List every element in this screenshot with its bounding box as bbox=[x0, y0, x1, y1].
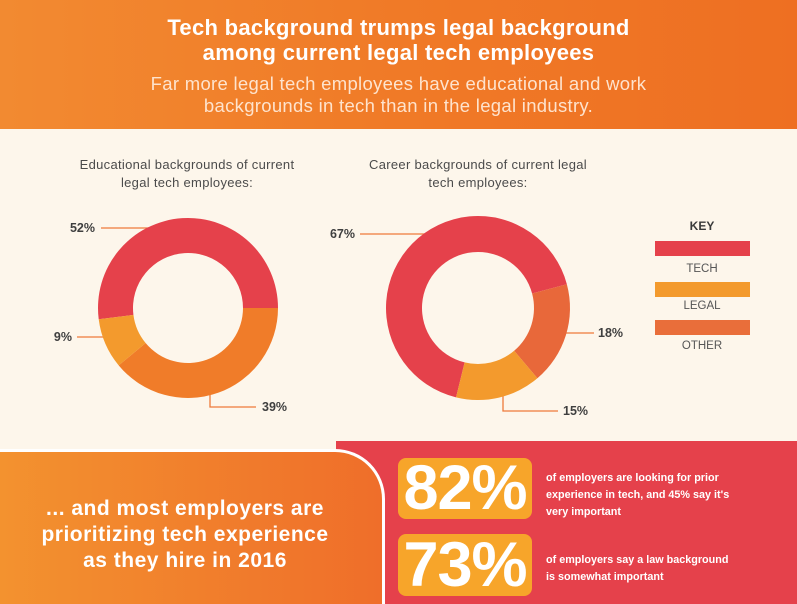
stat-description-line: is somewhat important bbox=[546, 571, 664, 583]
stat-description: of employers say a law background is som… bbox=[546, 552, 786, 586]
page-subtitle: Far more legal tech employees have educa… bbox=[0, 73, 797, 117]
donut-slice-legal bbox=[456, 350, 538, 401]
charts-canvas: 52% 9% 39% 67% 15% 18% KEY TECH LEGAL OT… bbox=[54, 216, 750, 418]
donut-chart-career bbox=[386, 216, 570, 401]
stat-description-line: very important bbox=[546, 506, 621, 518]
donut-slice-tech bbox=[98, 218, 279, 320]
donut-slice-legal bbox=[98, 314, 146, 366]
callout-line: ... and most employers are bbox=[46, 497, 324, 520]
callout-line: prioritizing tech experience bbox=[41, 523, 329, 546]
page-title-line: among current legal tech employees bbox=[202, 40, 595, 65]
key-label-other: OTHER bbox=[682, 340, 722, 352]
key-title: KEY bbox=[690, 219, 715, 233]
page-subtitle-line: backgrounds in tech than in the legal in… bbox=[203, 95, 594, 116]
key-swatch-legal bbox=[655, 282, 750, 297]
key-label-legal: LEGAL bbox=[683, 300, 721, 312]
callout-panel: ... and most employers are prioritizing … bbox=[0, 449, 385, 604]
page-subtitle-line: Far more legal tech employees have educa… bbox=[150, 73, 647, 94]
page-title: Tech background trumps legal background … bbox=[0, 0, 797, 65]
donut-slice-tech bbox=[386, 216, 567, 398]
donut-chart-education bbox=[98, 218, 279, 398]
donut-slice-other bbox=[118, 308, 278, 398]
callout-line: as they hire in 2016 bbox=[83, 549, 287, 572]
career-chart-title-line: tech employees: bbox=[428, 175, 528, 190]
stat-description-line: experience in tech, and 45% say it's bbox=[546, 489, 730, 501]
slice-label-career-tech: 67% bbox=[330, 227, 355, 241]
key-swatch-tech bbox=[655, 241, 750, 256]
slice-label-career-other: 18% bbox=[598, 326, 623, 340]
slice-labels: 52% 9% 39% 67% 15% 18% bbox=[54, 221, 623, 418]
slice-label-education-legal: 9% bbox=[54, 330, 72, 344]
slice-label-education-other: 39% bbox=[262, 400, 287, 414]
slice-label-career-legal: 15% bbox=[563, 404, 588, 418]
chart-key: KEY TECH LEGAL OTHER bbox=[655, 219, 750, 352]
stat-value-badge: 73% bbox=[398, 534, 532, 596]
stat-description-line: of employers are looking for prior bbox=[546, 472, 719, 484]
career-chart-title-line: Career backgrounds of current legal bbox=[369, 157, 587, 172]
callout-text: ... and most employers are prioritizing … bbox=[0, 496, 370, 574]
key-label-tech: TECH bbox=[686, 263, 717, 275]
career-chart-title: Career backgrounds of current legal tech… bbox=[343, 156, 613, 192]
education-chart-title-line: legal tech employees: bbox=[120, 175, 254, 190]
page-title-line: Tech background trumps legal background bbox=[167, 15, 630, 40]
stat-value-badge: 82% bbox=[398, 458, 532, 519]
stat-description: of employers are looking for prior exper… bbox=[546, 470, 786, 521]
education-chart-title: Educational backgrounds of current legal… bbox=[52, 156, 322, 192]
key-swatch-other bbox=[655, 320, 750, 335]
slice-label-education-tech: 52% bbox=[70, 221, 95, 235]
donut-slice-other bbox=[514, 284, 570, 379]
education-chart-title-line: Educational backgrounds of current bbox=[79, 157, 295, 172]
header-banner: Tech background trumps legal background … bbox=[0, 0, 797, 129]
stat-description-line: of employers say a law background bbox=[546, 554, 729, 566]
